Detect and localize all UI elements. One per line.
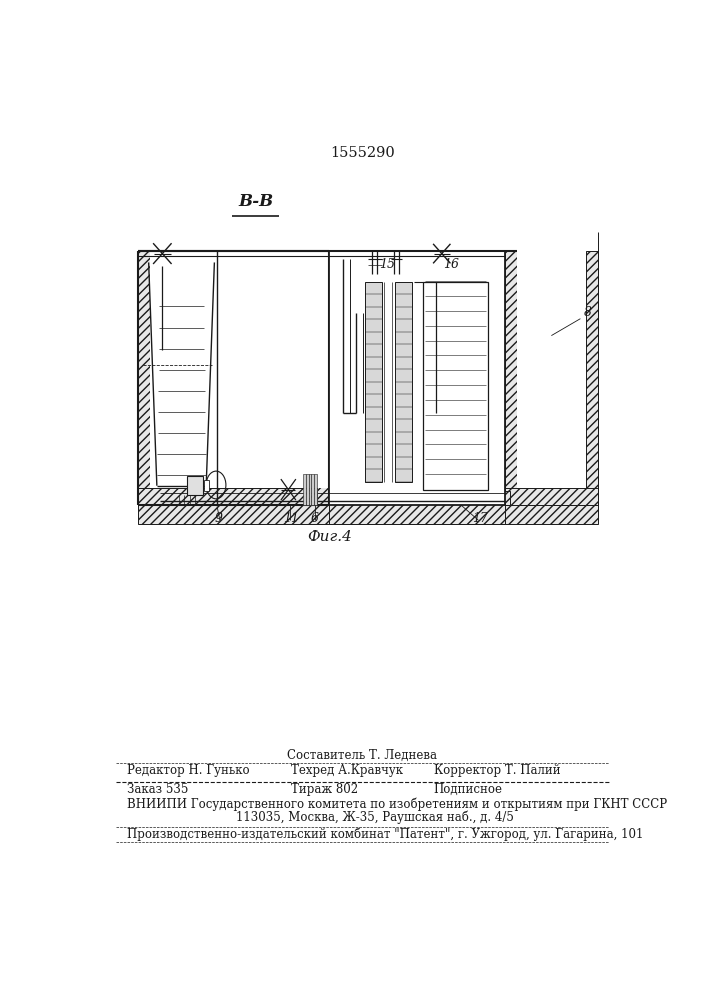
Text: 15: 15	[379, 258, 395, 271]
Text: 16: 16	[443, 258, 460, 271]
Bar	[505, 488, 598, 505]
Text: 8: 8	[584, 306, 592, 319]
Text: Подписное: Подписное	[433, 783, 503, 796]
Text: 6: 6	[310, 512, 318, 525]
Bar	[395, 282, 411, 482]
Text: Фиг.4: Фиг.4	[307, 530, 352, 544]
Text: ВНИИПИ Государственного комитета по изобретениям и открытиям при ГКНТ СССР: ВНИИПИ Государственного комитета по изоб…	[127, 797, 667, 811]
Text: 9: 9	[214, 512, 223, 525]
Text: B-B: B-B	[238, 193, 273, 210]
Text: Тираж 802: Тираж 802	[291, 783, 358, 796]
Bar	[187, 476, 204, 495]
Bar	[138, 251, 151, 505]
Bar	[317, 251, 329, 505]
Bar	[423, 282, 489, 490]
Text: Редактор Н. Гунько: Редактор Н. Гунько	[127, 764, 250, 777]
Text: 11: 11	[283, 512, 299, 525]
Bar	[586, 251, 598, 505]
Text: Корректор Т. Палий: Корректор Т. Палий	[433, 764, 560, 777]
Bar	[365, 282, 382, 482]
Text: 113035, Москва, Ж-35, Раушская наб., д. 4/5: 113035, Москва, Ж-35, Раушская наб., д. …	[236, 811, 514, 824]
Bar	[314, 474, 317, 505]
Bar	[138, 251, 150, 505]
Text: Составитель Т. Леднева: Составитель Т. Леднева	[287, 749, 438, 762]
Bar	[303, 474, 306, 505]
Text: 17: 17	[472, 512, 488, 525]
Text: Заказ 535: Заказ 535	[127, 783, 188, 796]
Bar	[311, 474, 314, 505]
Bar	[329, 251, 505, 505]
Bar	[150, 251, 329, 488]
Bar	[309, 474, 311, 505]
Bar	[306, 474, 309, 505]
Bar	[138, 488, 329, 505]
Bar	[329, 503, 505, 524]
Text: 1555290: 1555290	[330, 146, 395, 160]
Bar	[505, 251, 517, 505]
Bar	[329, 491, 510, 505]
Bar	[138, 505, 598, 524]
Bar	[517, 251, 586, 488]
Text: Техред А.Кравчук: Техред А.Кравчук	[291, 764, 403, 777]
Text: Производственно-издательский комбинат "Патент", г. Ужгород, ул. Гагарина, 101: Производственно-издательский комбинат "П…	[127, 828, 643, 841]
Bar	[204, 480, 209, 491]
